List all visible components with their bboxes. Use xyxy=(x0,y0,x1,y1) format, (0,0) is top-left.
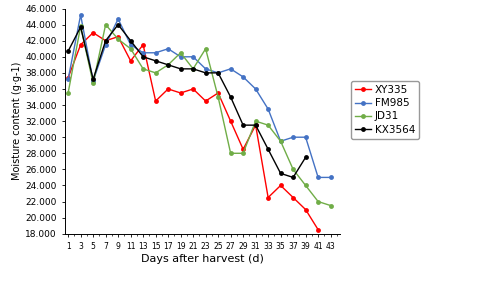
KX3564 xyxy=(102,39,108,42)
FM985 xyxy=(315,176,321,179)
XY335 xyxy=(178,91,184,95)
JD31 xyxy=(152,71,158,75)
Legend: XY335, FM985, JD31, KX3564: XY335, FM985, JD31, KX3564 xyxy=(350,81,419,139)
XY335 xyxy=(252,123,258,127)
KX3564 xyxy=(165,63,171,67)
XY335 xyxy=(152,99,158,103)
KX3564 xyxy=(190,67,196,71)
FM985 xyxy=(228,67,234,71)
JD31 xyxy=(128,47,134,50)
XY335 xyxy=(90,31,96,34)
JD31 xyxy=(278,140,283,143)
JD31 xyxy=(265,123,271,127)
KX3564 xyxy=(215,71,221,75)
XY335 xyxy=(102,39,108,42)
JD31 xyxy=(290,168,296,171)
JD31 xyxy=(140,67,146,71)
X-axis label: Days after harvest (d): Days after harvest (d) xyxy=(141,254,264,264)
KX3564 xyxy=(178,67,184,71)
KX3564 xyxy=(302,156,308,159)
XY335 xyxy=(128,59,134,62)
XY335 xyxy=(302,208,308,211)
KX3564 xyxy=(278,172,283,175)
FM985 xyxy=(202,67,208,71)
FM985 xyxy=(115,17,121,21)
JD31 xyxy=(315,200,321,203)
JD31 xyxy=(328,204,334,207)
FM985 xyxy=(178,55,184,58)
FM985 xyxy=(190,55,196,58)
JD31 xyxy=(178,51,184,54)
FM985 xyxy=(265,107,271,111)
Line: XY335: XY335 xyxy=(66,30,320,232)
JD31 xyxy=(165,63,171,67)
JD31 xyxy=(190,67,196,71)
FM985 xyxy=(102,43,108,46)
FM985 xyxy=(65,78,71,81)
JD31 xyxy=(78,25,84,28)
FM985 xyxy=(240,75,246,79)
FM985 xyxy=(302,135,308,139)
XY335 xyxy=(265,196,271,199)
JD31 xyxy=(65,91,71,95)
XY335 xyxy=(202,99,208,103)
JD31 xyxy=(252,119,258,123)
KX3564 xyxy=(290,176,296,179)
FM985 xyxy=(252,87,258,91)
XY335 xyxy=(215,91,221,95)
KX3564 xyxy=(115,23,121,26)
JD31 xyxy=(228,152,234,155)
Y-axis label: Moisture content (g·g-1): Moisture content (g·g-1) xyxy=(12,62,22,180)
Line: JD31: JD31 xyxy=(66,22,333,208)
JD31 xyxy=(115,37,121,41)
FM985 xyxy=(328,176,334,179)
FM985 xyxy=(78,13,84,17)
FM985 xyxy=(290,135,296,139)
KX3564 xyxy=(140,55,146,58)
KX3564 xyxy=(265,148,271,151)
KX3564 xyxy=(128,39,134,42)
XY335 xyxy=(228,119,234,123)
XY335 xyxy=(65,76,71,80)
KX3564 xyxy=(228,95,234,99)
KX3564 xyxy=(65,50,71,53)
KX3564 xyxy=(152,59,158,62)
XY335 xyxy=(140,43,146,46)
JD31 xyxy=(90,82,96,85)
KX3564 xyxy=(90,78,96,81)
XY335 xyxy=(115,35,121,38)
FM985 xyxy=(215,71,221,75)
JD31 xyxy=(215,95,221,99)
FM985 xyxy=(90,79,96,83)
JD31 xyxy=(302,184,308,187)
JD31 xyxy=(202,47,208,50)
KX3564 xyxy=(252,123,258,127)
FM985 xyxy=(128,43,134,46)
XY335 xyxy=(190,87,196,91)
Line: KX3564: KX3564 xyxy=(66,22,308,180)
XY335 xyxy=(315,228,321,231)
XY335 xyxy=(240,148,246,151)
XY335 xyxy=(278,184,283,187)
FM985 xyxy=(152,51,158,54)
XY335 xyxy=(78,43,84,46)
FM985 xyxy=(140,51,146,54)
FM985 xyxy=(278,140,283,143)
JD31 xyxy=(240,152,246,155)
KX3564 xyxy=(240,123,246,127)
KX3564 xyxy=(78,25,84,29)
KX3564 xyxy=(202,71,208,75)
FM985 xyxy=(165,47,171,50)
Line: FM985: FM985 xyxy=(66,13,333,180)
XY335 xyxy=(290,196,296,199)
JD31 xyxy=(102,23,108,26)
XY335 xyxy=(165,87,171,91)
